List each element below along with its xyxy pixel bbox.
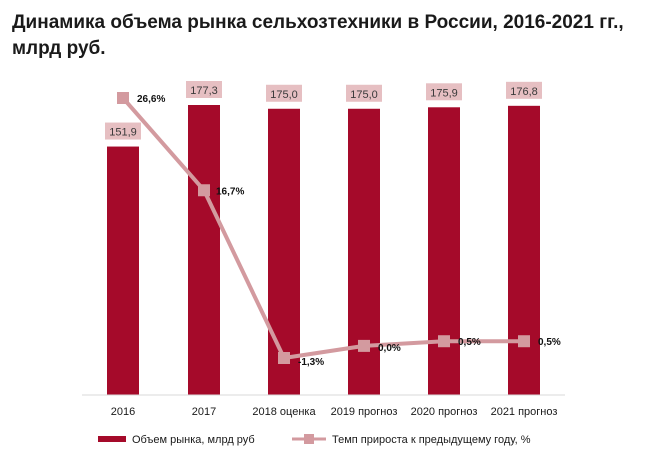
bar-value-label-bg [426, 83, 462, 101]
bar [428, 107, 460, 395]
legend-bar-label: Объем рынка, млрд руб [132, 434, 255, 446]
bar-value-label-bg [506, 81, 542, 99]
x-axis-tick-label: 2021 прогноз [491, 406, 558, 418]
bar-value-label-bg [186, 81, 222, 98]
growth-rate-label: -1,3% [298, 357, 324, 368]
growth-rate-point [278, 352, 290, 364]
legend-line-marker [304, 434, 314, 444]
bar-value-label-bg [105, 122, 141, 140]
bar-value-label: 176,8 [510, 86, 538, 98]
bar [268, 108, 300, 395]
bar [348, 108, 380, 395]
legend-line-label: Темп прироста к предыдущему году, % [332, 434, 531, 446]
growth-rate-label: 0,5% [458, 337, 481, 348]
chart-legend: Объем рынка, млрд руб Темп прироста к пр… [98, 434, 531, 446]
growth-rate-line [121, 96, 524, 360]
x-axis-tick-label: 2018 оценка [252, 406, 316, 418]
growth-rate-point [518, 335, 530, 348]
bar-value-label-bg [266, 84, 302, 102]
bar-value-label-bg [346, 84, 382, 102]
bar [508, 105, 540, 396]
bar-value-label: 175,9 [430, 87, 458, 99]
x-axis-tick-label: 2020 прогноз [411, 406, 478, 418]
chart-title-line-2: млрд руб. [12, 38, 106, 59]
bar-value-label: 151,9 [109, 127, 137, 139]
bar [188, 105, 220, 395]
bar-value-labels: 151,9 177,3 175,0 175,0 175,9 176,8 [105, 81, 542, 140]
bar-value-label: 177,3 [190, 85, 218, 97]
growth-rate-point [198, 184, 210, 197]
line-series-growth-rate [117, 92, 530, 364]
bar-value-label: 175,0 [350, 89, 378, 101]
growth-rate-point [358, 339, 370, 352]
growth-rate-label: 16,7% [216, 186, 244, 197]
x-axis-tick-label: 2019 прогноз [331, 406, 398, 418]
x-axis-tick-label: 2016 [111, 406, 135, 418]
bar [107, 146, 139, 395]
chart-title: Динамика объема рынка сельхозтехники в Р… [12, 10, 652, 62]
growth-rate-label: 0,5% [538, 337, 561, 348]
growth-rate-label: 0,0% [378, 343, 401, 354]
bar-series-market-volume [107, 105, 540, 396]
growth-rate-point [117, 92, 129, 104]
x-axis-tick-label: 2017 [192, 406, 216, 418]
chart-title-line-1: Динамика объема рынка сельхозтехники в Р… [12, 12, 624, 33]
growth-rate-label: 26,6% [137, 94, 165, 105]
line-value-labels: 26,6% 16,7% -1,3% 0,0% 0,5% 0,5% [137, 94, 561, 368]
legend-bar-swatch [98, 436, 126, 442]
bar-value-label: 175,0 [270, 89, 298, 101]
x-axis-tick-labels: 2016 2017 2018 оценка 2019 прогноз 2020 прог… [111, 406, 558, 418]
growth-rate-point [438, 335, 450, 348]
